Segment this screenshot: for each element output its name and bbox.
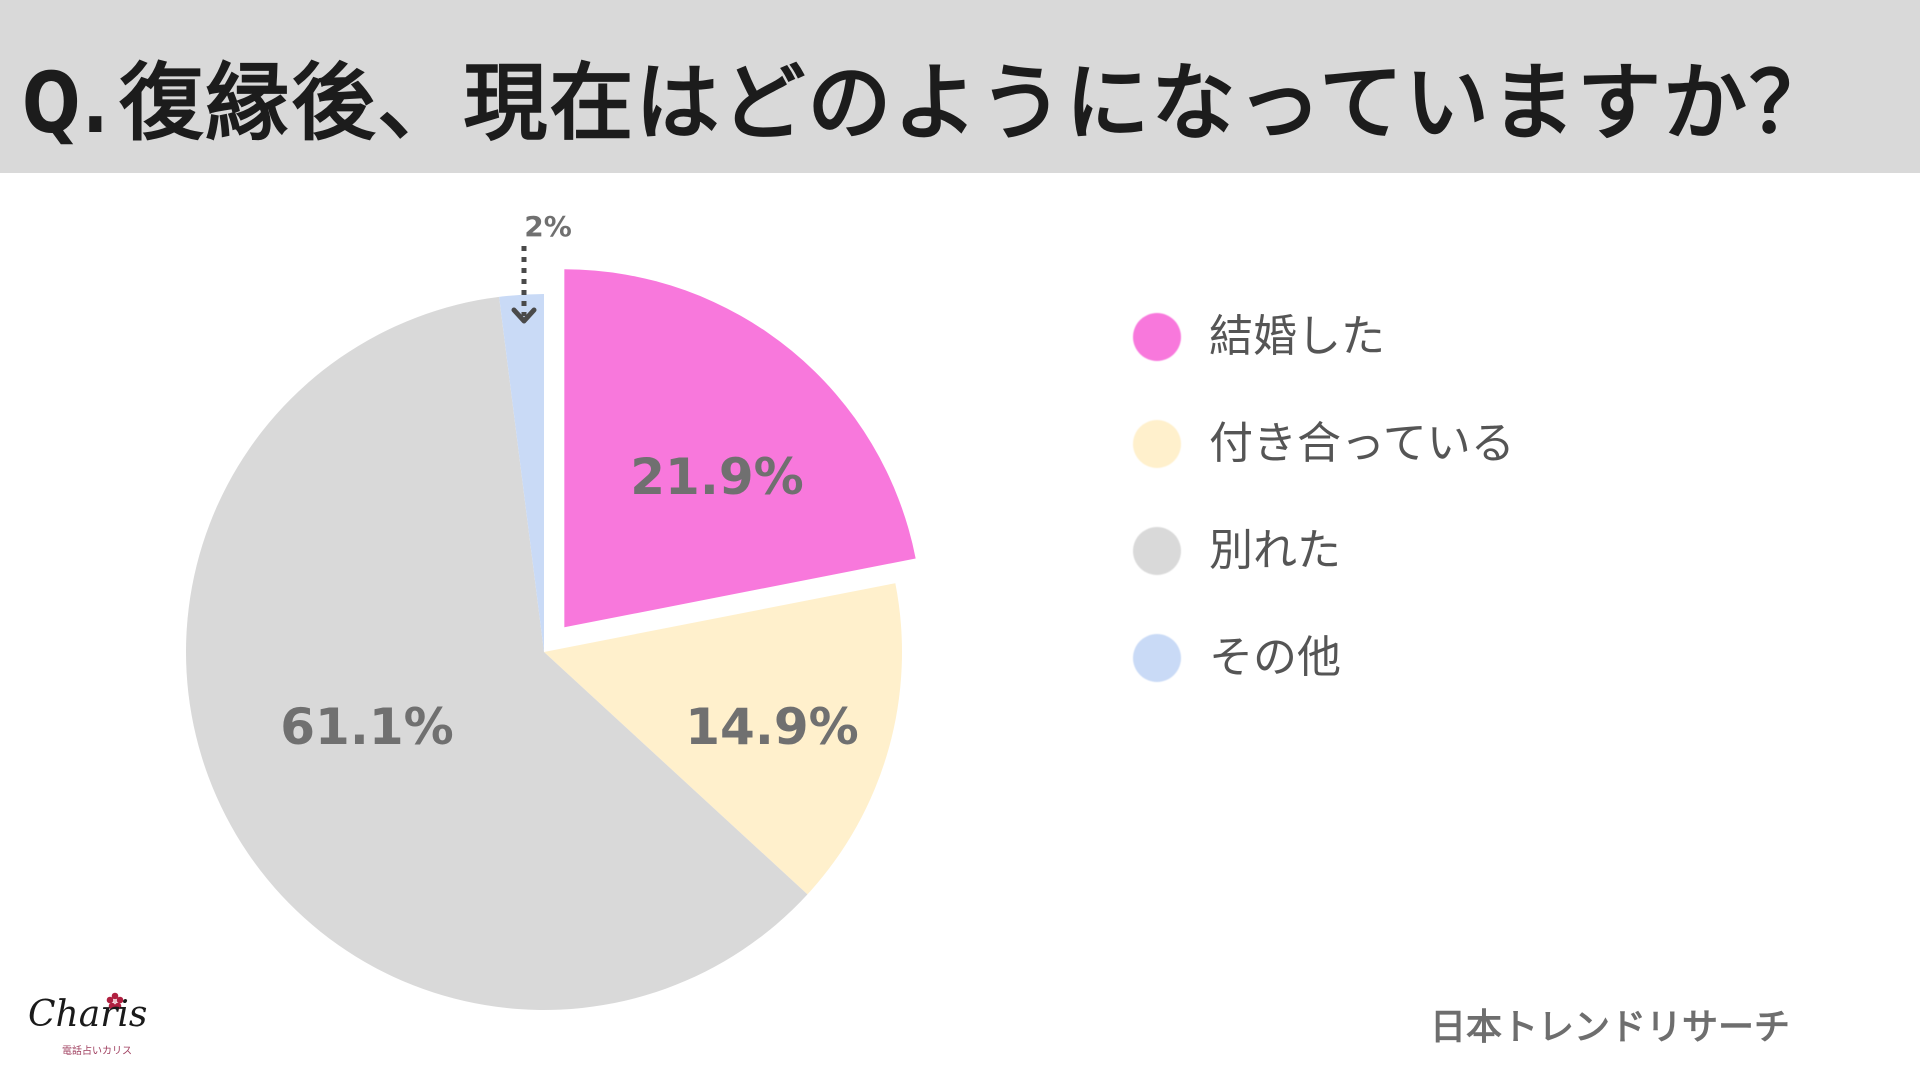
legend-item-married: 結婚した: [1133, 305, 1515, 412]
slice-label-married: 21.9%: [630, 448, 804, 506]
slice-other: [499, 294, 544, 652]
legend-item-other: その他: [1133, 626, 1515, 733]
pie-chart: [185, 246, 916, 1011]
source-credit: 日本トレンドリサーチ: [1430, 1007, 1791, 1048]
legend-label-married: 結婚した: [1209, 311, 1385, 362]
page-title: Q. 復縁後、現在はどのようになっていますか？: [22, 36, 1835, 157]
charis-logo: Charis 電話占いカリス: [26, 992, 147, 1062]
title-text: 復縁後、現在はどのようになっていますか？: [119, 54, 1836, 152]
legend-swatch-broke-up: [1133, 527, 1181, 575]
legend-swatch-married: [1133, 313, 1181, 361]
legend-item-dating: 付き合っている: [1133, 412, 1515, 519]
slice-label-broke-up: 61.1%: [280, 698, 454, 756]
legend-label-dating: 付き合っている: [1209, 418, 1515, 469]
flower-icon: [106, 992, 124, 1010]
title-prefix: Q.: [22, 54, 111, 152]
slice-married: [564, 269, 916, 628]
logo-text: Charis: [28, 994, 148, 1035]
slice-label-dating: 14.9%: [685, 698, 859, 756]
pie-slices: [185, 269, 916, 1011]
legend-swatch-dating: [1133, 420, 1181, 468]
header-banner: Q. 復縁後、現在はどのようになっていますか？: [0, 0, 1920, 173]
slice-dating: [544, 583, 902, 895]
chart-legend: 結婚した 付き合っている 別れた その他: [1133, 305, 1515, 733]
legend-item-broke-up: 別れた: [1133, 519, 1515, 626]
slice-broke-up: [185, 296, 808, 1011]
legend-label-other: その他: [1209, 632, 1341, 683]
callout-arrow-icon: [511, 246, 537, 324]
callout-label-other: 2%: [524, 210, 572, 243]
legend-swatch-other: [1133, 634, 1181, 682]
legend-label-broke-up: 別れた: [1209, 525, 1341, 576]
logo-subtitle: 電話占いカリス: [62, 1046, 132, 1057]
